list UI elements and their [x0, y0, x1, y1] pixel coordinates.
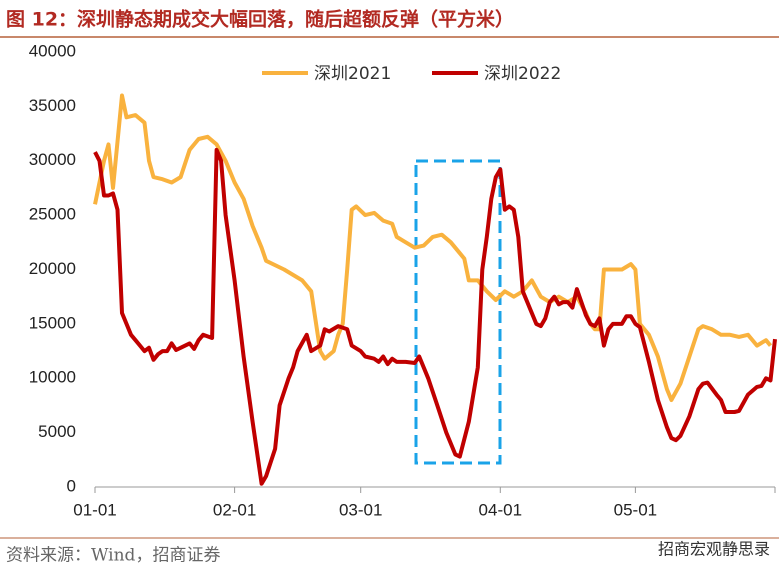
chart-title: 图 12：深圳静态期成交大幅回落，随后超额反弹（平方米） [6, 8, 514, 31]
x-tick-label: 02-01 [213, 500, 256, 519]
series-line [93, 93, 773, 402]
series-line [93, 147, 777, 486]
legend-label: 深圳2021 [314, 64, 391, 84]
y-tick-label: 10000 [29, 368, 76, 387]
source-note: 资料来源：Wind，招商证券 [6, 546, 220, 566]
y-tick-label: 40000 [29, 41, 76, 60]
legend-label: 深圳2022 [484, 64, 561, 84]
watermark: 招商宏观静思录 [658, 540, 770, 559]
y-tick-label: 30000 [29, 150, 76, 169]
y-tick-label: 25000 [29, 205, 76, 224]
y-tick-label: 35000 [29, 96, 76, 115]
x-tick-label: 03-01 [339, 500, 382, 519]
highlight-box [414, 159, 502, 465]
y-tick-label: 5000 [38, 422, 76, 441]
y-tick-label: 20000 [29, 259, 76, 278]
y-tick-label: 15000 [29, 313, 76, 332]
x-tick-label: 04-01 [479, 500, 522, 519]
x-tick-label: 05-01 [614, 500, 657, 519]
x-tick-label: 01-01 [73, 500, 116, 519]
y-tick-label: 0 [67, 476, 76, 495]
